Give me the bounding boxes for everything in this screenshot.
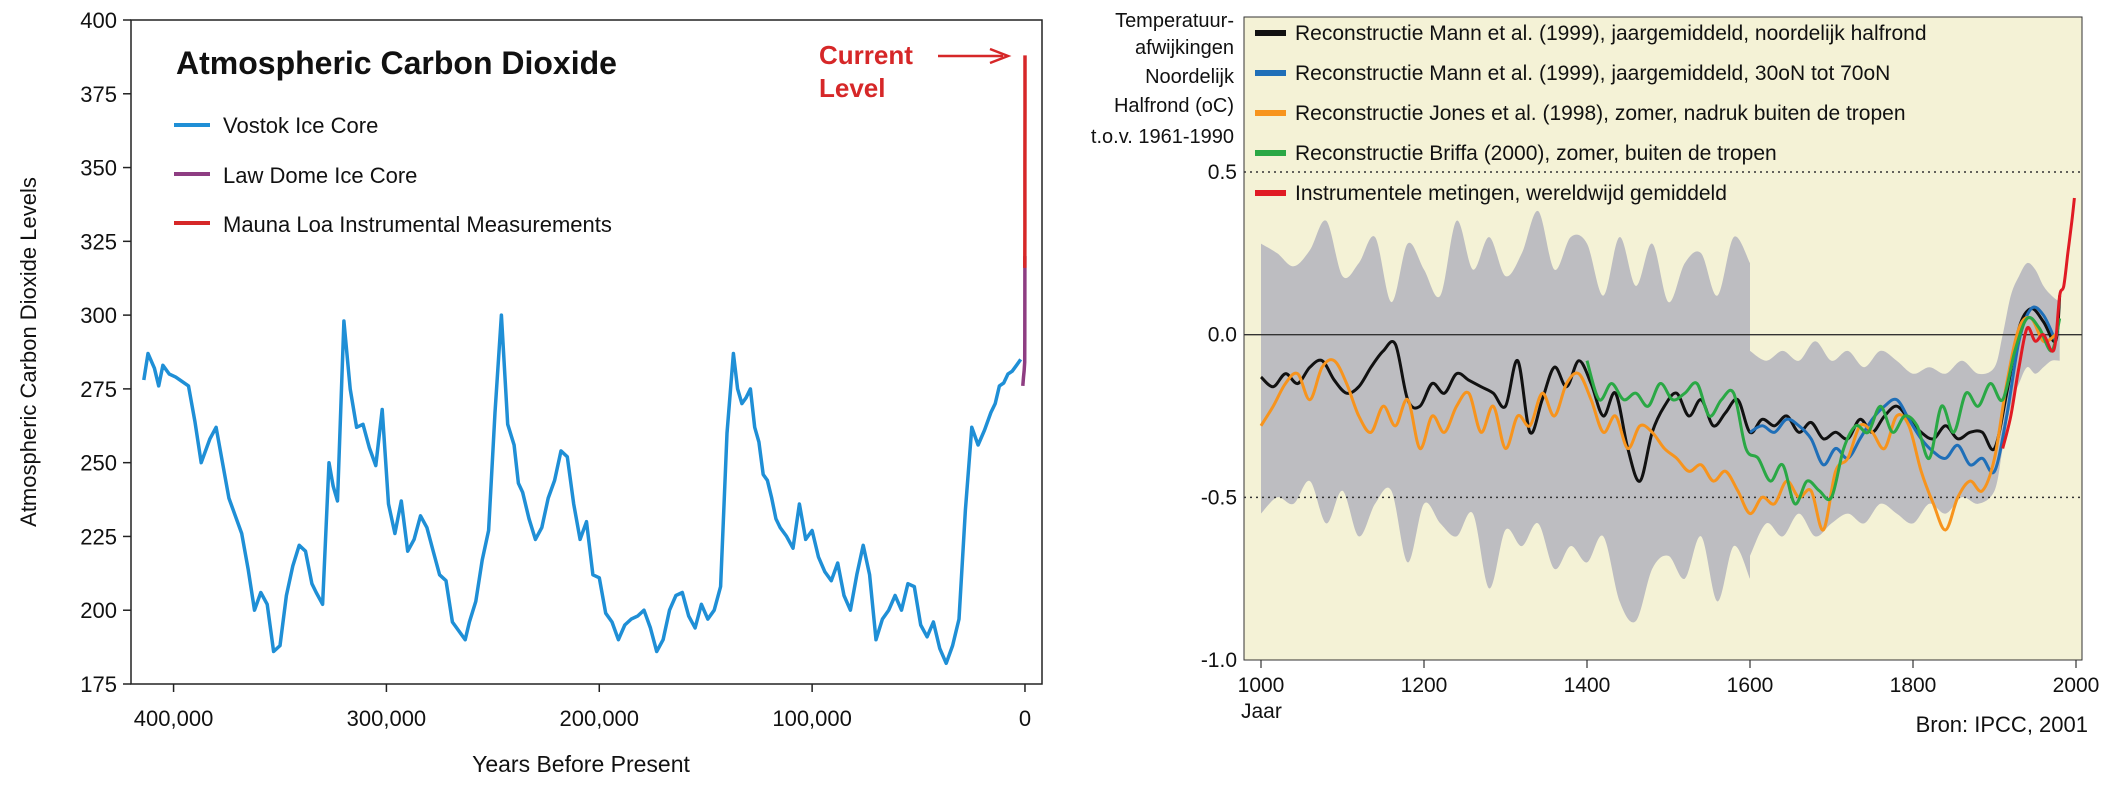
current-level-arrow-head bbox=[989, 47, 1012, 65]
co2-x-tick-label: 400,000 bbox=[134, 706, 214, 731]
temp-x-tick-label: 1000 bbox=[1238, 674, 1285, 697]
current-level-label-line1: Current bbox=[819, 40, 913, 70]
co2-y-tick-label: 350 bbox=[80, 156, 117, 181]
temp-ylabel-line-1: Temperatuur- bbox=[1115, 10, 1234, 32]
temp-series-group bbox=[1259, 197, 2076, 532]
co2-series-group bbox=[142, 55, 1027, 666]
temp-x-tick-label: 1400 bbox=[1564, 674, 1611, 697]
temp-ylabel-line-2: afwijkingen bbox=[1135, 37, 1234, 59]
temp-x-tick-label: 1600 bbox=[1727, 674, 1774, 697]
current-level-annotation: Current Level bbox=[819, 40, 1012, 103]
series-line-law-dome-ice-core bbox=[1021, 256, 1027, 387]
temp-x-tick-label: 1200 bbox=[1401, 674, 1448, 697]
series-line-vostok-ice-core bbox=[142, 313, 1023, 666]
temp-y-tick-label: 0.0 bbox=[1208, 324, 1237, 347]
temp-x-tick-label: 1800 bbox=[1890, 674, 1937, 697]
temp-ylabel-line-5: t.o.v. 1961-1990 bbox=[1091, 126, 1234, 148]
co2-y-tick-label: 375 bbox=[80, 82, 117, 107]
legend-label-law-dome: Law Dome Ice Core bbox=[223, 163, 417, 188]
uncertainty-band-early bbox=[1261, 210, 1750, 623]
legend-label-mann-30-70: Reconstructie Mann et al. (1999), jaarge… bbox=[1295, 62, 1890, 85]
co2-chart-title: Atmospheric Carbon Dioxide bbox=[176, 45, 617, 81]
co2-y-tick-label: 175 bbox=[80, 672, 117, 697]
co2-plot-area bbox=[130, 19, 1043, 685]
legend-label-briffa: Reconstructie Briffa (2000), zomer, buit… bbox=[1295, 142, 1777, 165]
co2-x-tick-label: 0 bbox=[1019, 706, 1031, 731]
legend-label-mann-nh: Reconstructie Mann et al. (1999), jaarge… bbox=[1295, 22, 1927, 45]
legend-label-vostok: Vostok Ice Core bbox=[223, 113, 378, 138]
series-line-instrumentele-metingen-wereldwijd-gemiddeld bbox=[2001, 197, 2076, 449]
co2-x-tick-label: 200,000 bbox=[560, 706, 640, 731]
temp-ylabel-line-3: Noordelijk bbox=[1145, 66, 1235, 88]
co2-x-tick-label: 100,000 bbox=[772, 706, 852, 731]
series-line-reconstructie-mann-et-al-1999-jaargemiddeld-30on-tot-70on bbox=[1749, 305, 2057, 475]
co2-x-axis-label: Years Before Present bbox=[472, 751, 690, 777]
current-level-label-line2: Level bbox=[819, 73, 886, 103]
temp-reference-lines bbox=[1244, 171, 2082, 499]
co2-y-axis: 175 200 225 250 275 300 325 350 375 400 bbox=[80, 8, 131, 697]
temp-legend: Reconstructie Mann et al. (1999), jaarge… bbox=[1255, 22, 1927, 205]
co2-y-axis-label: Atmospheric Carbon Dioxide Levels bbox=[16, 177, 41, 527]
temp-y-axis-label: Temperatuur- afwijkingen Noordelijk Half… bbox=[1091, 10, 1235, 148]
co2-x-tick-label: 300,000 bbox=[347, 706, 427, 731]
co2-y-tick-label: 275 bbox=[80, 377, 117, 402]
legend-label-mauna-loa: Mauna Loa Instrumental Measurements bbox=[223, 212, 612, 237]
series-line-reconstructie-jones-et-al-1998-zomer-nadruk-buiten-de-tropen bbox=[1259, 315, 2057, 532]
legend-label-instrumental: Instrumentele metingen, wereldwijd gemid… bbox=[1295, 182, 1727, 205]
temp-x-axis: 1000 1200 1400 1600 1800 2000 bbox=[1238, 660, 2100, 697]
source-credit: Bron: IPCC, 2001 bbox=[1916, 712, 2088, 737]
co2-y-tick-label: 250 bbox=[80, 451, 117, 476]
series-line-reconstructie-briffa-2000-zomer-buiten-de-tropen bbox=[1585, 316, 2062, 506]
co2-y-tick-label: 325 bbox=[80, 229, 117, 254]
co2-y-tick-label: 200 bbox=[80, 598, 117, 623]
temp-x-tick-label: 2000 bbox=[2053, 674, 2100, 697]
co2-chart: 175 200 225 250 275 300 325 350 375 400 400,000 30… bbox=[16, 8, 1043, 777]
temp-y-tick-label: 0.5 bbox=[1208, 161, 1237, 184]
temp-y-tick-label: -0.5 bbox=[1201, 486, 1237, 509]
legend-label-jones: Reconstructie Jones et al. (1998), zomer… bbox=[1295, 102, 1906, 125]
temp-x-axis-label: Jaar bbox=[1241, 700, 1282, 723]
temp-y-axis: 0.5 0.0 -0.5 -1.0 bbox=[1201, 161, 1237, 672]
co2-y-tick-label: 400 bbox=[80, 8, 117, 33]
co2-y-tick-label: 225 bbox=[80, 524, 117, 549]
co2-x-axis: 400,000 300,000 200,000 100,000 0 bbox=[134, 684, 1031, 731]
temperature-chart: 0.50.0-0.5-1.0 1000 1200 1400 1600 1800 2000 … bbox=[1091, 10, 2099, 737]
co2-y-tick-label: 300 bbox=[80, 303, 117, 328]
temp-y-tick-label: -1.0 bbox=[1201, 649, 1237, 672]
temp-ylabel-line-4: Halfrond (oC) bbox=[1114, 95, 1234, 117]
co2-legend: Vostok Ice Core Law Dome Ice Core Mauna … bbox=[174, 113, 612, 237]
